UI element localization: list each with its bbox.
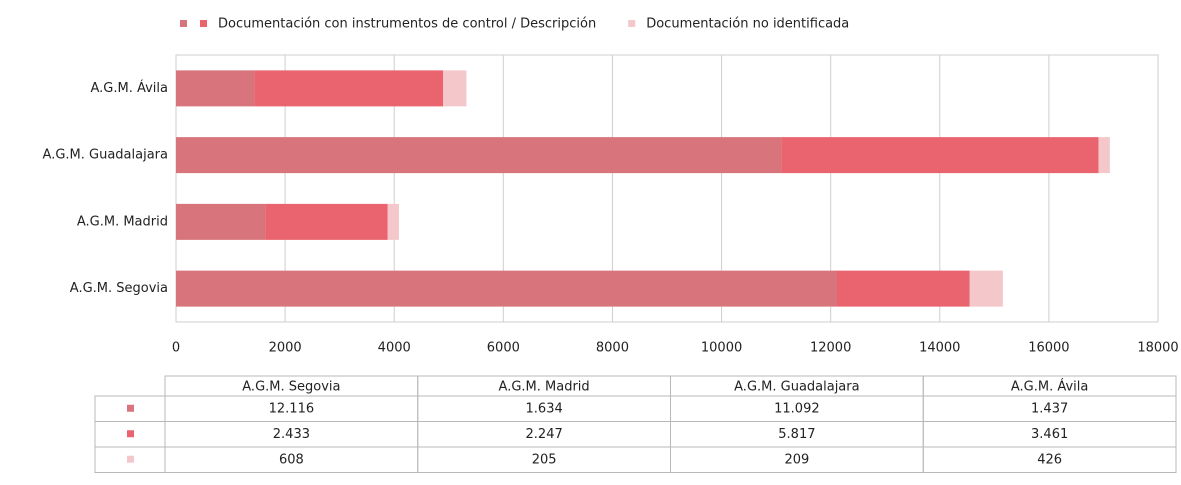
table-value: 205 <box>532 452 557 467</box>
bar-segment <box>836 270 970 307</box>
legend-swatch <box>628 20 636 27</box>
table-header: A.G.M. Segovia <box>242 380 340 395</box>
bar-segment <box>176 70 255 107</box>
x-tick-label: 2000 <box>269 341 302 356</box>
table-value: 1.437 <box>1031 401 1068 416</box>
bar-segment <box>1098 137 1110 174</box>
table-value: 12.116 <box>269 401 315 416</box>
table-value: 3.461 <box>1031 427 1068 442</box>
x-tick-label: 14000 <box>919 341 960 356</box>
x-tick-label: 12000 <box>810 341 851 356</box>
bar-segment <box>176 270 837 307</box>
bar-segment <box>265 203 388 240</box>
table-row <box>94 446 1177 473</box>
table-value: 1.634 <box>526 401 563 416</box>
y-tick-label: A.G.M. Segovia <box>70 281 168 296</box>
bar-segment <box>443 70 467 107</box>
legend-label: Documentación no identificada <box>646 17 849 32</box>
legend-swatch <box>200 20 207 27</box>
table-header: A.G.M. Guadalajara <box>734 380 859 395</box>
y-tick-label: A.G.M. Guadalajara <box>43 148 168 163</box>
table-value: 2.247 <box>526 427 563 442</box>
x-tick-label: 10000 <box>701 341 742 356</box>
table-header: A.G.M. Madrid <box>499 380 590 395</box>
x-tick-label: 18000 <box>1137 341 1178 356</box>
table-swatch <box>127 430 134 438</box>
table-value: 209 <box>784 452 809 467</box>
x-tick-label: 16000 <box>1028 341 1069 356</box>
bar-segment <box>781 137 1099 174</box>
x-tick-label: 6000 <box>487 341 520 356</box>
table-value: 426 <box>1037 452 1062 467</box>
table-swatch <box>127 404 134 412</box>
table-value: 2.433 <box>273 427 310 442</box>
x-tick-label: 8000 <box>596 341 629 356</box>
y-tick-label: A.G.M. Ávila <box>91 80 169 96</box>
table-swatch <box>127 455 134 463</box>
x-tick-label: 0 <box>172 341 180 356</box>
x-tick-label: 4000 <box>378 341 411 356</box>
table-value: 5.817 <box>778 427 815 442</box>
table-row <box>94 421 1177 448</box>
legend-label: Documentación con instrumentos de contro… <box>218 17 596 32</box>
y-tick-label: A.G.M. Madrid <box>77 214 168 229</box>
table-value: 608 <box>279 452 304 467</box>
table-header: A.G.M. Ávila <box>1011 379 1089 395</box>
legend-swatch <box>180 20 187 27</box>
table-row <box>94 395 1177 422</box>
bar-segment <box>387 203 399 240</box>
bar-segment <box>176 203 266 240</box>
bar-segment <box>969 270 1003 307</box>
bar-segment <box>254 70 444 107</box>
table-value: 11.092 <box>774 401 820 416</box>
bar-segment <box>176 137 782 174</box>
